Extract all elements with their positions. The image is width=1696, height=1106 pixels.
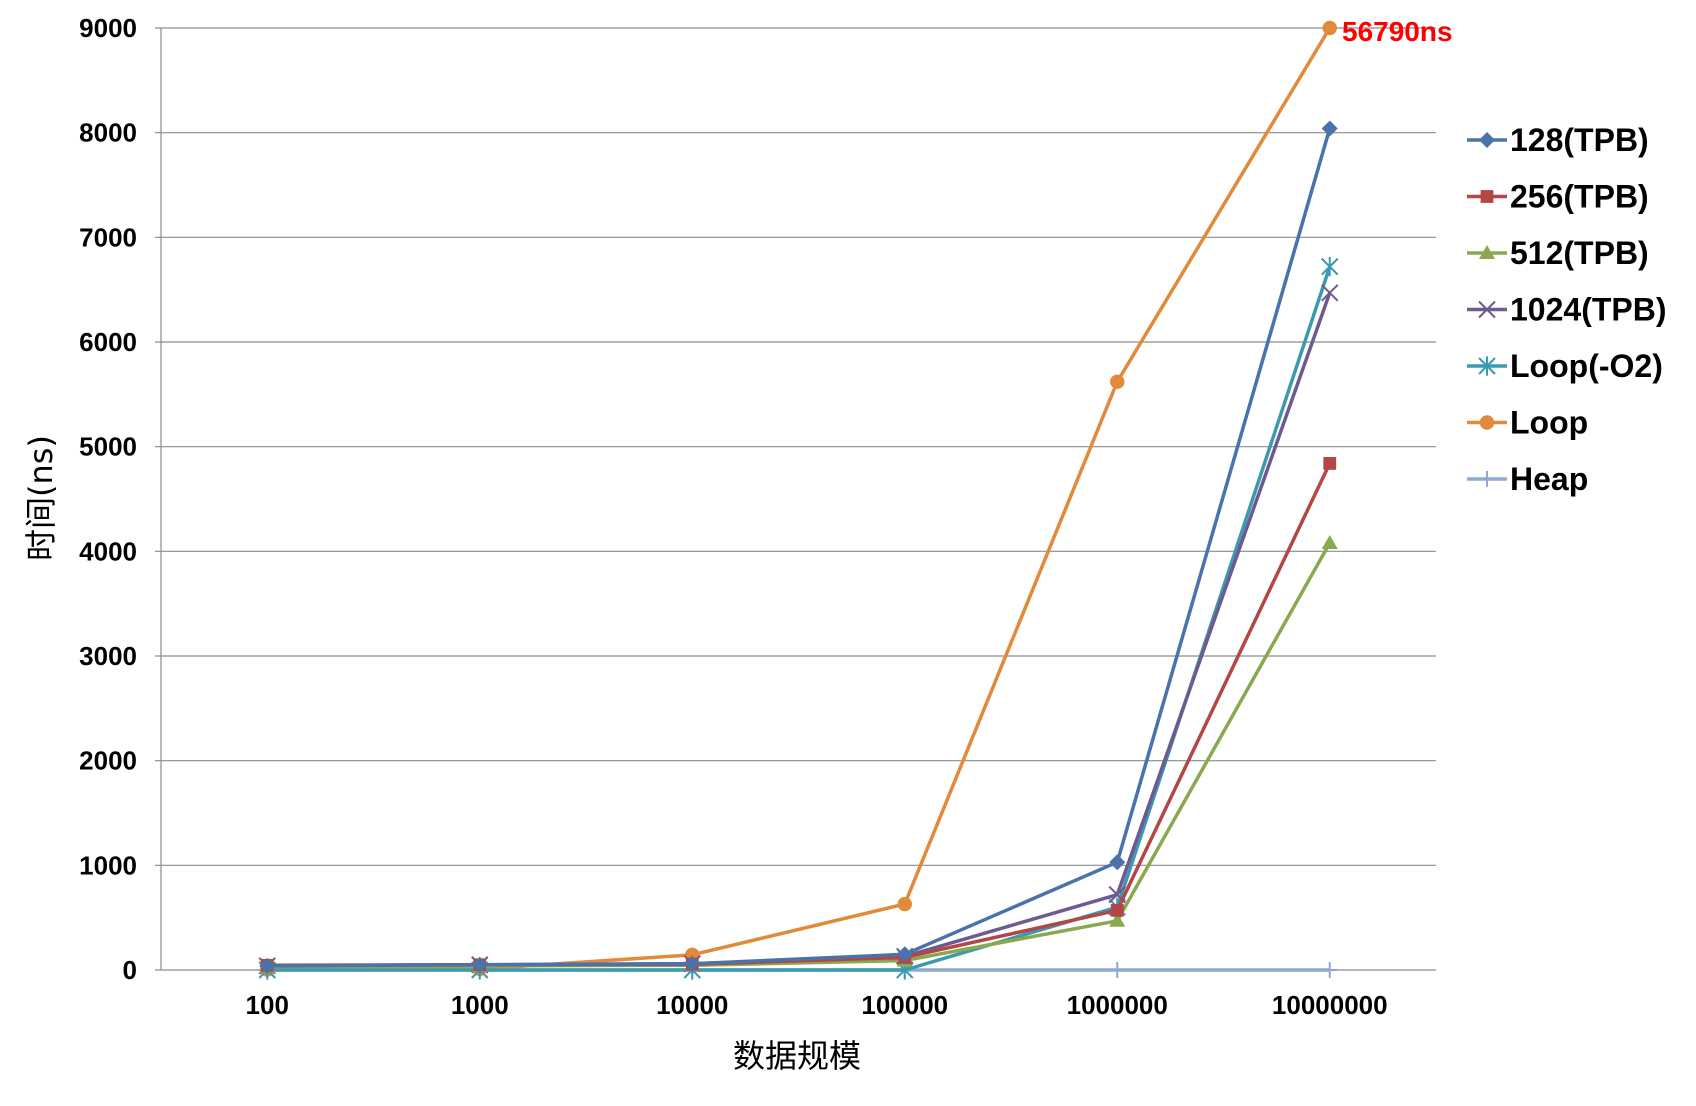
y-tick-label: 6000 [79,327,137,357]
legend-label: 1024(TPB) [1510,292,1667,328]
data-point [1321,120,1338,137]
data-point [1321,962,1338,978]
legend-marker [1478,356,1496,376]
legend-label: Heap [1510,461,1588,497]
series-line [267,462,1332,968]
data-point [1109,912,1126,927]
data-point [1110,903,1124,917]
series-1024-tpb [258,284,1339,975]
legend-item: Loop(-O2) [1467,348,1663,384]
legend-item: 256(TPB) [1467,179,1649,215]
legend-label: 512(TPB) [1510,235,1649,271]
series-loop-o2 [258,257,1339,980]
legend-marker [1480,190,1494,203]
series-128-tpb [259,120,1338,974]
data-point [897,896,912,912]
data-point [1321,284,1339,302]
x-tick-label: 1000 [451,990,509,1020]
y-axis-title: 时间(ns) [22,435,60,561]
legend-item: Heap [1467,461,1588,497]
y-tick-label: 7000 [79,222,137,252]
data-point [1322,20,1337,36]
data-point [896,946,913,963]
legend-item: Loop [1467,405,1588,441]
series-512-tpb [259,534,1338,973]
legend-marker [1479,132,1495,148]
max-value-annotation: 56790ns [1342,16,1453,47]
y-tick-label: 5000 [79,432,137,462]
legend-item: 1024(TPB) [1467,292,1667,328]
series-line [267,127,1332,968]
y-tick-label: 2000 [79,746,137,776]
legend-marker [1478,300,1496,319]
legend-marker [1479,471,1495,487]
data-point [471,956,488,973]
y-tick-label: 0 [123,955,137,985]
series-256-tpb [260,457,1337,972]
legend-marker [1479,415,1495,430]
x-axis-title: 数据规模 [733,1037,861,1075]
data-point [684,955,701,972]
x-tick-label: 100000 [861,990,948,1020]
y-tick-label: 4000 [79,536,137,566]
y-tick-label: 3000 [79,641,137,671]
x-axis-ticks: 100 1000 10000 100000 1000000 10000000 [246,990,1388,1020]
y-tick-label: 8000 [79,118,137,148]
data-point [259,957,276,974]
x-tick-label: 10000 [656,990,728,1020]
data-point [1323,457,1337,470]
legend-label: Loop(-O2) [1510,348,1663,384]
data-point [1321,257,1339,277]
series-loop [260,20,1337,977]
data-point [1109,854,1126,871]
grid-lines [155,27,1436,971]
series-group [258,20,1339,980]
y-tick-label: 1000 [79,850,137,880]
x-tick-label: 1000000 [1067,990,1168,1020]
x-tick-label: 100 [246,990,289,1020]
y-axis-ticks: 0 1000 2000 3000 4000 5000 6000 7000 8000 9000 [79,13,137,985]
data-point [1109,962,1126,978]
data-point [1110,374,1125,389]
legend-item: 128(TPB) [1467,122,1649,158]
legend-label: 128(TPB) [1510,122,1649,158]
data-point [1321,534,1338,549]
series-line [267,266,1332,972]
legend: 128(TPB) 256(TPB) 512(TPB) 1024(TPB) Loop(-O… [1467,122,1667,497]
series-line [267,542,1332,969]
x-tick-label: 10000000 [1272,990,1388,1020]
y-tick-label: 9000 [79,13,137,43]
legend-item: 512(TPB) [1467,235,1649,271]
legend-label: 256(TPB) [1510,179,1649,215]
legend-marker [1479,245,1495,259]
legend-label: Loop [1510,405,1588,441]
